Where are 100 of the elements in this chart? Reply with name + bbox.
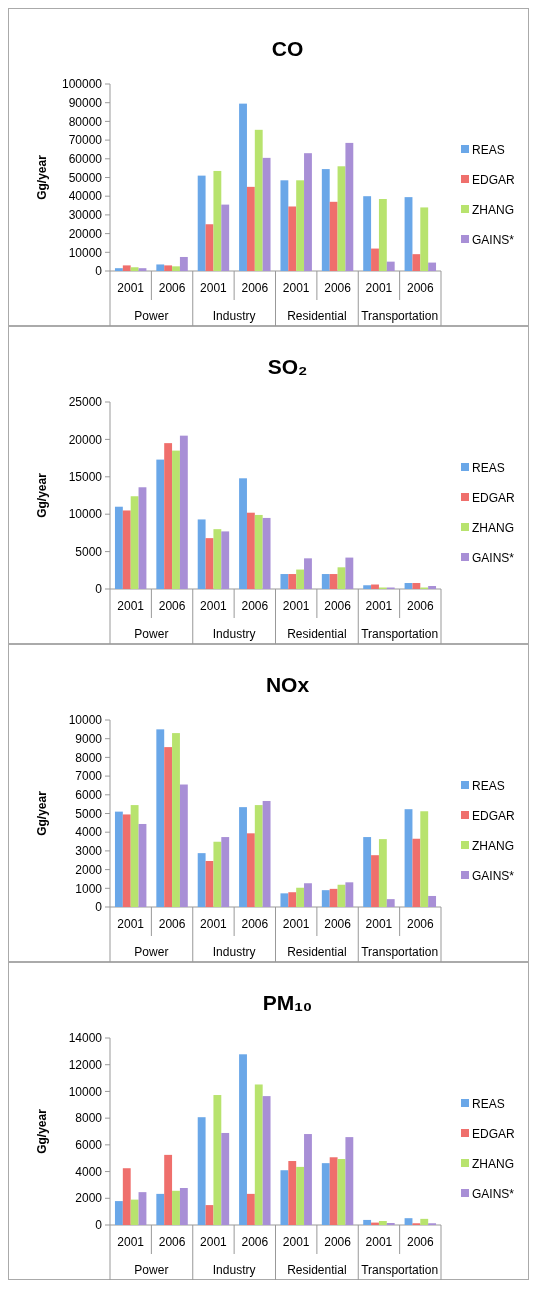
x-tick-label: 2001 — [365, 281, 393, 295]
bar — [114, 268, 123, 271]
legend-label: GAINS* — [472, 1187, 515, 1202]
text: Industry — [212, 309, 256, 323]
y-tick-label: 90000 — [68, 95, 103, 110]
x-tick-label: 2001 — [365, 917, 393, 931]
bar — [130, 496, 139, 589]
chart-title: SO₂ — [267, 355, 308, 378]
legend-label: REAS — [472, 1097, 505, 1112]
bar — [239, 103, 247, 271]
x-tick-label: 2006 — [158, 1235, 186, 1249]
bar — [122, 1168, 131, 1225]
bar — [221, 531, 230, 589]
bar — [363, 196, 372, 271]
y-axis-title: Gg/year — [35, 472, 49, 518]
bar — [288, 892, 297, 907]
bar — [254, 1084, 263, 1225]
text: Residential — [287, 1263, 347, 1277]
bar — [378, 839, 387, 907]
bar — [386, 261, 395, 271]
y-tick-label: 7000 — [75, 769, 103, 784]
bar — [329, 574, 338, 589]
bar — [428, 895, 437, 907]
bar — [262, 800, 271, 907]
y-tick-label: 8000 — [75, 750, 103, 765]
x-tick-label: 2006 — [241, 281, 269, 295]
bar — [378, 199, 387, 271]
x-tick-label: 2006 — [324, 281, 352, 295]
y-tick-label: 15000 — [68, 470, 103, 484]
bar — [321, 169, 330, 271]
bar — [304, 558, 312, 589]
bar — [254, 805, 263, 907]
bar — [304, 153, 312, 271]
bar — [138, 1192, 147, 1225]
x-tick-label: 2001 — [365, 599, 393, 613]
bar — [280, 893, 289, 907]
bar — [213, 529, 222, 589]
x-tick-label: 2001 — [282, 1235, 310, 1249]
legend-label: EDGAR — [472, 491, 516, 506]
x-tick-label: 2001 — [200, 1235, 228, 1249]
bar — [130, 805, 139, 907]
bar — [246, 1193, 255, 1225]
bar — [122, 814, 131, 907]
bar — [254, 514, 263, 589]
chart-title: NOx — [265, 673, 310, 696]
bar — [239, 478, 247, 589]
bar — [122, 265, 131, 271]
legend-label: ZHANG — [472, 203, 514, 218]
y-tick-label: 30000 — [68, 208, 103, 223]
bar — [114, 811, 123, 907]
bar — [337, 567, 346, 589]
bar — [262, 157, 271, 271]
x-tick-label: 2006 — [241, 1235, 269, 1249]
bar — [156, 729, 165, 907]
x-tick-label: 2006 — [158, 599, 186, 613]
y-tick-label: 50000 — [68, 170, 103, 185]
bar — [378, 1220, 387, 1225]
y-tick-label: 40000 — [68, 189, 103, 204]
text: Transportation — [361, 627, 439, 641]
text: Residential — [287, 627, 347, 641]
bar — [130, 1199, 139, 1225]
bar — [412, 254, 421, 271]
text: Power — [134, 309, 169, 323]
y-axis-title: Gg/year — [35, 154, 49, 200]
bar — [363, 837, 372, 907]
bar — [197, 175, 206, 271]
y-tick-label: 4000 — [75, 825, 103, 840]
y-tick-label: 5000 — [75, 806, 103, 821]
x-tick-label: 2006 — [158, 917, 186, 931]
bar — [239, 807, 247, 907]
bar — [363, 585, 372, 589]
bar — [138, 268, 147, 271]
bar — [164, 1154, 173, 1225]
y-tick-label: 8000 — [75, 1111, 103, 1126]
x-tick-label: 2006 — [158, 281, 186, 295]
bar — [412, 583, 421, 589]
x-tick-label: 2001 — [282, 281, 310, 295]
text: Power — [134, 627, 169, 641]
bar — [213, 170, 222, 271]
legend-label: GAINS* — [472, 869, 515, 884]
bar — [428, 262, 437, 271]
bar — [221, 204, 230, 271]
text: Transportation — [361, 1263, 439, 1277]
x-tick-label: 2001 — [282, 917, 310, 931]
bar — [420, 811, 429, 907]
bar — [288, 574, 297, 589]
bar — [345, 142, 354, 271]
y-tick-label: 10000 — [68, 713, 103, 728]
y-tick-label: 10000 — [68, 507, 103, 522]
x-tick-label: 2001 — [200, 599, 228, 613]
bar — [280, 180, 289, 271]
bar — [197, 1117, 206, 1225]
bar — [179, 256, 188, 271]
text: Power — [134, 945, 169, 959]
bar — [239, 1054, 247, 1225]
legend-label: ZHANG — [472, 521, 514, 536]
x-tick-label: 2006 — [324, 917, 352, 931]
x-tick-label: 2001 — [117, 917, 145, 931]
bar — [420, 207, 429, 271]
x-tick-label: 2006 — [241, 917, 269, 931]
